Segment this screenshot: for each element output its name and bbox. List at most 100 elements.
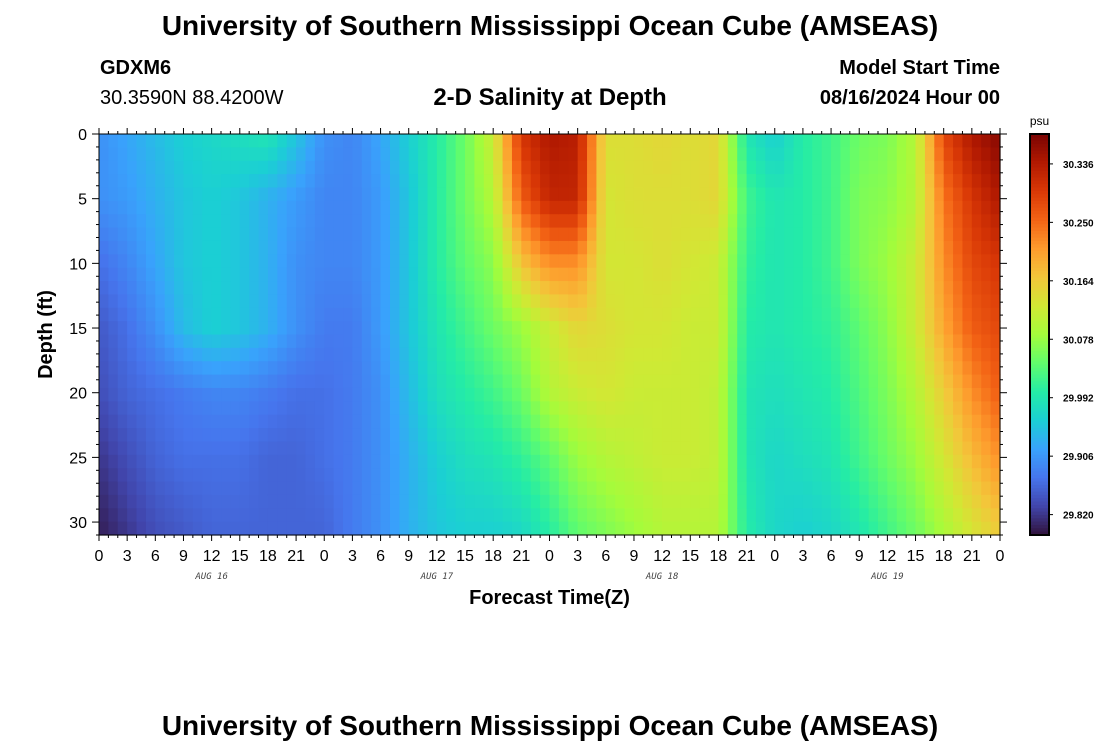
heatmap-cell bbox=[849, 428, 860, 443]
colorbar-segment bbox=[1030, 197, 1049, 202]
heatmap-cell bbox=[343, 267, 354, 282]
heatmap-cell bbox=[765, 508, 776, 523]
heatmap-cell bbox=[859, 387, 870, 402]
heatmap-cell bbox=[587, 347, 598, 362]
heatmap-cell bbox=[784, 134, 795, 148]
heatmap-cell bbox=[389, 401, 400, 416]
heatmap-cell bbox=[277, 494, 288, 509]
heatmap-cell bbox=[924, 494, 935, 509]
heatmap-cell bbox=[849, 494, 860, 509]
colorbar-segment bbox=[1030, 154, 1049, 158]
heatmap-cell bbox=[108, 441, 119, 456]
heatmap-cell bbox=[211, 441, 222, 456]
heatmap-cell bbox=[521, 521, 532, 536]
heatmap-cell bbox=[821, 200, 832, 215]
x-tick-label: 6 bbox=[827, 548, 836, 565]
heatmap-cell bbox=[558, 361, 569, 376]
heatmap-cell bbox=[727, 134, 738, 148]
heatmap-cell bbox=[971, 468, 982, 483]
heatmap-cell bbox=[314, 174, 325, 189]
heatmap-cell bbox=[981, 521, 992, 536]
heatmap-cell bbox=[558, 521, 569, 536]
heatmap-cell bbox=[774, 227, 785, 242]
heatmap-cell bbox=[737, 294, 748, 309]
heatmap-cell bbox=[990, 441, 1001, 456]
heatmap-cell bbox=[962, 240, 973, 255]
heatmap-cell bbox=[108, 187, 119, 202]
heatmap-cell bbox=[371, 174, 382, 189]
heatmap-cell bbox=[718, 387, 729, 402]
heatmap-cell bbox=[305, 334, 316, 349]
heatmap-cell bbox=[474, 387, 485, 402]
heatmap-cell bbox=[511, 254, 522, 269]
heatmap-cell bbox=[174, 401, 185, 416]
heatmap-cell bbox=[643, 187, 654, 202]
heatmap-cell bbox=[746, 401, 757, 416]
heatmap-cell bbox=[690, 294, 701, 309]
heatmap-cell bbox=[305, 481, 316, 496]
heatmap-cell bbox=[596, 240, 607, 255]
heatmap-cell bbox=[981, 174, 992, 189]
heatmap-cell bbox=[277, 387, 288, 402]
heatmap-cell bbox=[868, 374, 879, 389]
heatmap-cell bbox=[249, 200, 260, 215]
heatmap-cell bbox=[436, 187, 447, 202]
heatmap-cell bbox=[183, 294, 194, 309]
heatmap-cell bbox=[155, 227, 166, 242]
heatmap-cell bbox=[483, 401, 494, 416]
heatmap-cell bbox=[352, 174, 363, 189]
heatmap-cell bbox=[737, 214, 748, 229]
heatmap-cell bbox=[164, 321, 175, 336]
heatmap-cell bbox=[249, 334, 260, 349]
heatmap-cell bbox=[587, 481, 598, 496]
heatmap-cell bbox=[746, 508, 757, 523]
heatmap-cell bbox=[624, 187, 635, 202]
heatmap-cell bbox=[718, 134, 729, 148]
heatmap-cell bbox=[399, 160, 410, 175]
heatmap-cell bbox=[662, 374, 673, 389]
heatmap-cell bbox=[868, 468, 879, 483]
heatmap-cell bbox=[877, 321, 888, 336]
heatmap-cell bbox=[690, 281, 701, 295]
heatmap-cell bbox=[915, 227, 926, 242]
heatmap-cell bbox=[840, 187, 851, 202]
heatmap-cell bbox=[652, 454, 663, 469]
heatmap-cell bbox=[202, 334, 213, 349]
heatmap-cell bbox=[859, 240, 870, 255]
heatmap-cell bbox=[831, 374, 842, 389]
heatmap-cell bbox=[493, 494, 504, 509]
heatmap-cell bbox=[277, 361, 288, 376]
colorbar-segment bbox=[1030, 284, 1049, 289]
heatmap-cell bbox=[305, 214, 316, 229]
heatmap-cell bbox=[840, 414, 851, 429]
heatmap-cell bbox=[202, 387, 213, 402]
heatmap-cell bbox=[680, 294, 691, 309]
heatmap-cell bbox=[727, 521, 738, 536]
heatmap-cell bbox=[267, 508, 278, 523]
heatmap-cell bbox=[577, 281, 588, 295]
heatmap-cell bbox=[953, 307, 964, 322]
heatmap-cell bbox=[953, 294, 964, 309]
heatmap-cell bbox=[652, 334, 663, 349]
heatmap-cell bbox=[906, 428, 917, 443]
heatmap-cell bbox=[953, 347, 964, 362]
heatmap-cell bbox=[408, 227, 419, 242]
heatmap-cell bbox=[483, 227, 494, 242]
heatmap-cell bbox=[915, 374, 926, 389]
heatmap-cell bbox=[680, 361, 691, 376]
heatmap-cell bbox=[230, 481, 241, 496]
heatmap-cell bbox=[896, 321, 907, 336]
heatmap-cell bbox=[558, 160, 569, 175]
heatmap-cell bbox=[793, 134, 804, 148]
heatmap-cell bbox=[718, 428, 729, 443]
heatmap-cell bbox=[117, 428, 128, 443]
heatmap-cell bbox=[746, 267, 757, 282]
heatmap-cell bbox=[483, 361, 494, 376]
heatmap-cell bbox=[680, 214, 691, 229]
heatmap-cell bbox=[277, 254, 288, 269]
heatmap-cell bbox=[971, 494, 982, 509]
x-date-label: AUG 19 bbox=[870, 572, 904, 582]
heatmap-cell bbox=[211, 428, 222, 443]
heatmap-cell bbox=[896, 401, 907, 416]
heatmap-cell bbox=[587, 321, 598, 336]
